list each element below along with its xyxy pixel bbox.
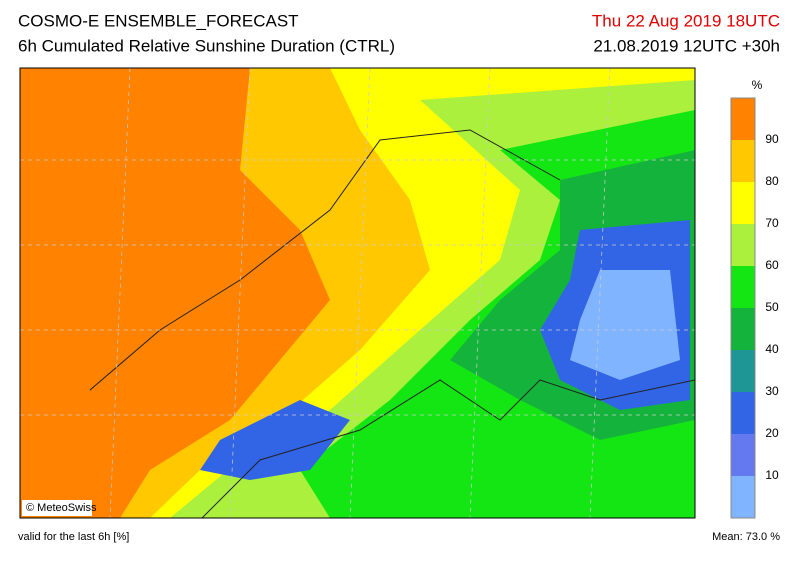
subtitle: 6h Cumulated Relative Sunshine Duration … xyxy=(18,36,395,55)
colorbar-segment xyxy=(731,140,755,182)
run-info: 21.08.2019 12UTC +30h xyxy=(593,36,780,55)
graticule xyxy=(20,68,695,518)
footer-note: valid for the last 6h [%] xyxy=(18,531,129,543)
colorbar-frame xyxy=(730,97,756,519)
colorbar-segment xyxy=(731,308,755,350)
map: © MeteoSwiss xyxy=(19,67,696,519)
colorbar-label: 50 xyxy=(765,300,779,314)
map-zone xyxy=(570,270,680,380)
colorbar-segment xyxy=(731,392,755,434)
copyright-box xyxy=(22,500,92,516)
colorbar-label: 80 xyxy=(765,174,779,188)
colorbar-segment xyxy=(731,182,755,224)
colorbar-segment xyxy=(731,434,755,476)
colorbar-segment xyxy=(731,224,755,266)
colorbar-label: 40 xyxy=(765,342,779,356)
title: COSMO-E ENSEMBLE_FORECAST xyxy=(18,11,299,30)
colorbar-label: 10 xyxy=(765,468,779,482)
colorbar-label: 60 xyxy=(765,258,779,272)
colorbar-unit: % xyxy=(752,78,763,92)
colorbar-segment xyxy=(731,350,755,392)
footer-mean: Mean: 73.0 % xyxy=(712,531,780,543)
border-line xyxy=(201,379,695,518)
valid-time: Thu 22 Aug 2019 18UTC xyxy=(592,11,780,30)
colorbar-label: 90 xyxy=(765,132,779,146)
map-zone xyxy=(200,400,350,480)
colorbar-label: 70 xyxy=(765,216,779,230)
copyright: © MeteoSwiss xyxy=(26,502,97,514)
colorbar-label: 30 xyxy=(765,384,779,398)
colorbar-segment xyxy=(731,476,755,518)
colorbar-label: 20 xyxy=(765,426,779,440)
colorbar-segment xyxy=(731,98,755,140)
colorbar: % 10 20 30 40 50 60 70 80 90 xyxy=(730,78,779,519)
colorbar-segment xyxy=(731,266,755,308)
map-frame xyxy=(19,67,696,519)
